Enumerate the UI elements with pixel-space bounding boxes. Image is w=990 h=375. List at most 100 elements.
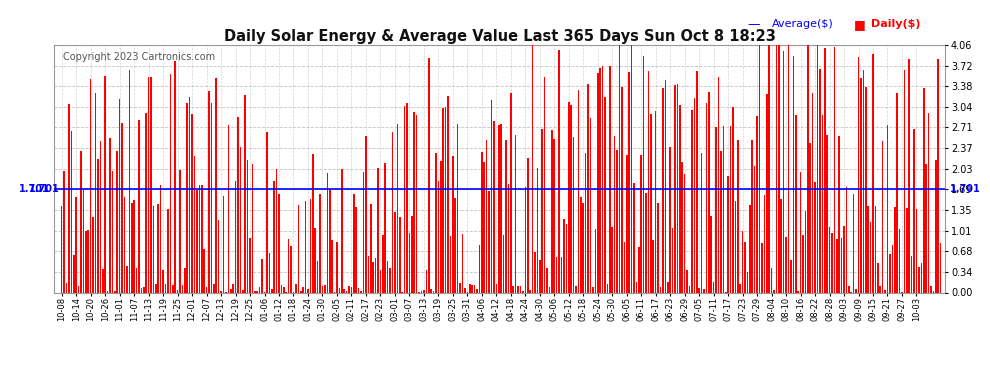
Bar: [273, 182, 275, 292]
Bar: [686, 270, 688, 292]
Bar: [102, 269, 104, 292]
Bar: [486, 140, 487, 292]
Bar: [853, 194, 854, 292]
Bar: [350, 287, 352, 292]
Bar: [899, 229, 900, 292]
Bar: [537, 168, 539, 292]
Bar: [126, 266, 128, 292]
Bar: [488, 191, 490, 292]
Bar: [179, 170, 181, 292]
Bar: [691, 110, 693, 292]
Bar: [92, 217, 94, 292]
Bar: [553, 139, 555, 292]
Bar: [394, 212, 396, 292]
Bar: [923, 88, 925, 292]
Bar: [510, 93, 512, 292]
Bar: [500, 124, 502, 292]
Bar: [659, 287, 661, 292]
Bar: [928, 114, 930, 292]
Bar: [461, 234, 463, 292]
Bar: [339, 288, 341, 292]
Bar: [733, 107, 734, 292]
Bar: [587, 84, 589, 292]
Bar: [399, 217, 401, 292]
Bar: [631, 45, 633, 292]
Bar: [68, 104, 69, 292]
Bar: [785, 237, 787, 292]
Bar: [728, 176, 729, 292]
Bar: [563, 219, 564, 292]
Bar: [597, 73, 599, 292]
Bar: [525, 186, 526, 292]
Bar: [319, 194, 321, 292]
Bar: [310, 199, 311, 292]
Bar: [256, 291, 258, 292]
Bar: [681, 162, 683, 292]
Bar: [931, 285, 932, 292]
Bar: [645, 193, 646, 292]
Bar: [713, 282, 715, 292]
Bar: [254, 291, 255, 292]
Bar: [619, 45, 621, 292]
Bar: [276, 169, 277, 292]
Bar: [921, 263, 922, 292]
Bar: [612, 227, 613, 292]
Bar: [860, 78, 861, 292]
Bar: [522, 291, 524, 292]
Bar: [423, 290, 425, 292]
Bar: [443, 108, 444, 292]
Text: Daily($): Daily($): [871, 20, 921, 29]
Bar: [568, 102, 569, 292]
Bar: [362, 171, 364, 292]
Bar: [146, 113, 147, 292]
Bar: [788, 45, 789, 292]
Bar: [498, 125, 500, 292]
Bar: [70, 131, 72, 292]
Bar: [104, 76, 106, 292]
Bar: [867, 206, 869, 292]
Bar: [346, 291, 347, 292]
Bar: [664, 80, 666, 292]
Bar: [268, 253, 270, 292]
Bar: [353, 194, 354, 292]
Bar: [503, 235, 504, 292]
Text: 1.701: 1.701: [19, 184, 50, 194]
Bar: [235, 181, 237, 292]
Text: Copyright 2023 Cartronics.com: Copyright 2023 Cartronics.com: [63, 53, 216, 62]
Bar: [312, 154, 314, 292]
Bar: [332, 240, 333, 292]
Bar: [616, 150, 618, 292]
Bar: [433, 291, 435, 292]
Bar: [585, 153, 586, 292]
Bar: [375, 258, 376, 292]
Bar: [505, 141, 507, 292]
Bar: [655, 111, 656, 292]
Bar: [157, 204, 159, 292]
Bar: [845, 187, 847, 292]
Bar: [464, 288, 465, 292]
Bar: [65, 283, 67, 292]
Bar: [913, 129, 915, 292]
Bar: [754, 166, 755, 292]
Bar: [641, 155, 642, 292]
Bar: [855, 290, 857, 292]
Bar: [196, 190, 198, 292]
Bar: [638, 248, 640, 292]
Bar: [191, 114, 193, 292]
Bar: [411, 216, 413, 292]
Bar: [882, 141, 883, 292]
Bar: [778, 45, 779, 292]
Bar: [756, 116, 758, 292]
Bar: [167, 209, 168, 292]
Bar: [134, 200, 135, 292]
Bar: [206, 287, 207, 292]
Bar: [894, 207, 896, 292]
Bar: [508, 184, 509, 292]
Bar: [580, 197, 582, 292]
Bar: [696, 71, 698, 292]
Bar: [530, 290, 531, 292]
Bar: [577, 90, 579, 292]
Bar: [481, 152, 482, 292]
Bar: [370, 204, 371, 292]
Bar: [624, 242, 625, 292]
